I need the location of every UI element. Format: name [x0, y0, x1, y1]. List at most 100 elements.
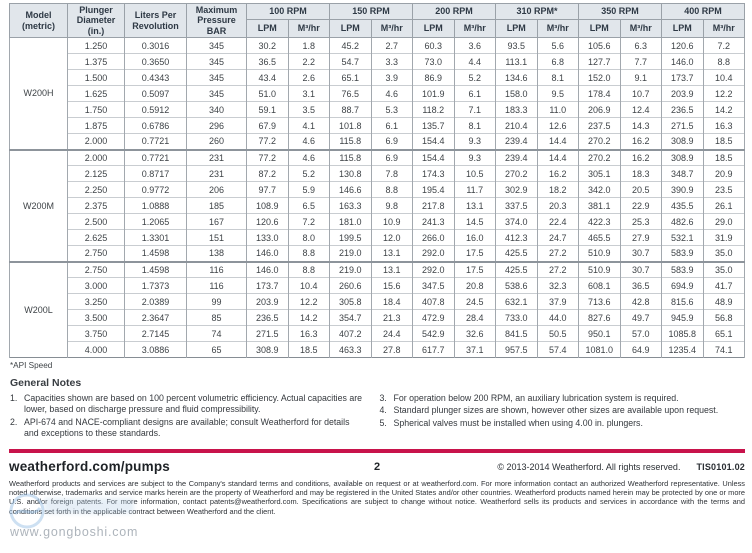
header-model: Model (metric): [9, 2, 68, 39]
table-row: 1.375 0.3650 345 36.5 2.2 54.7 3.3 73.0 4.4 113.1…: [10, 53, 745, 70]
table-cell: 4.4: [453, 53, 496, 70]
table-cell: 195.4: [412, 181, 455, 198]
table-cell: 113.1: [495, 53, 538, 70]
table-cell: 0.3016: [124, 37, 187, 54]
table-cell: 28.4: [453, 309, 496, 326]
table-cell: 15.6: [370, 277, 413, 294]
rpm-group-header: 200 RPM: [412, 3, 496, 20]
table-cell: 292.0: [412, 245, 455, 262]
table-cell: 9.3: [453, 148, 496, 166]
table-cell: 14.4: [536, 148, 579, 166]
table-cell: 133.0: [246, 229, 289, 246]
table-cell: 12.6: [536, 117, 579, 134]
table-cell: 8.0: [287, 229, 330, 246]
table-cell: 146.6: [329, 181, 372, 198]
table-row: 2.375 1.0888 185 108.9 6.5 163.3 9.8 217.8 13.1 3…: [10, 197, 745, 214]
page-number: 2: [373, 461, 381, 474]
table-cell: 10.4: [287, 277, 330, 294]
table-cell: 20.9: [702, 165, 745, 182]
table-cell: 24.7: [536, 229, 579, 246]
table-cell: 87.2: [246, 165, 289, 182]
table-cell: 116: [186, 260, 247, 278]
table-cell: 713.6: [578, 293, 621, 310]
note-number: 2.: [10, 416, 18, 427]
table-cell: 510.9: [578, 245, 621, 262]
table-cell: 27.8: [370, 341, 413, 358]
table-cell: 6.5: [287, 197, 330, 214]
table-cell: 271.5: [246, 325, 289, 342]
table-cell: 308.9: [661, 133, 704, 150]
table-cell: 945.9: [661, 309, 704, 326]
table-cell: 0.5097: [124, 85, 187, 102]
table-cell: 3.1: [287, 85, 330, 102]
table-cell: 815.6: [661, 293, 704, 310]
table-cell: 14.2: [287, 309, 330, 326]
table-cell: 4.6: [370, 85, 413, 102]
table-cell: 21.3: [370, 309, 413, 326]
table-cell: 183.3: [495, 101, 538, 118]
table-cell: 2.2: [287, 53, 330, 70]
table-row: 1.750 0.5912 340 59.1 3.5 88.7 5.3 118.2 7.1 183.…: [10, 101, 745, 118]
table-row: W200H 1.250 0.3016 345 30.2 1.8 45.2 2.7 60.3 3.6…: [9, 37, 745, 150]
table-cell: 266.0: [412, 229, 455, 246]
table-cell: 174.3: [412, 165, 455, 182]
table-cell: 115.8: [329, 133, 372, 150]
table-cell: 181.0: [329, 213, 372, 230]
table-cell: 381.1: [578, 197, 621, 214]
table-cell: 11.7: [453, 181, 496, 198]
table-cell: 43.4: [246, 69, 289, 86]
table-cell: 74.1: [702, 341, 745, 358]
unit-subheader: M³/hr: [287, 18, 330, 39]
table-cell: 20.3: [536, 197, 579, 214]
table-cell: 2.125: [67, 165, 125, 182]
note-number: 5.: [379, 417, 387, 428]
table-cell: 270.2: [578, 148, 621, 166]
table-cell: 18.4: [370, 293, 413, 310]
note-item: 2. API-674 and NACE-compliant designs are…: [10, 417, 366, 440]
table-cell: 0.7721: [124, 133, 187, 150]
table-cell: 236.5: [246, 309, 289, 326]
note-text: Spherical valves must be installed when …: [393, 417, 643, 428]
table-cell: 57.4: [536, 341, 579, 358]
table-cell: 173.7: [246, 277, 289, 294]
table-cell: 65.1: [329, 69, 372, 86]
table-cell: 120.6: [246, 213, 289, 230]
model-cell: W200H: [9, 37, 68, 150]
table-cell: 51.0: [246, 85, 289, 102]
table-cell: 18.5: [287, 341, 330, 358]
table-cell: 9.5: [536, 85, 579, 102]
table-cell: 163.3: [329, 197, 372, 214]
table-cell: 0.7721: [124, 148, 187, 166]
table-cell: 50.5: [536, 325, 579, 342]
table-row: W200M 2.000 0.7721 231 77.2 4.6 115.8 6.9 154.4 9…: [9, 148, 745, 262]
table-cell: 2.7145: [124, 325, 187, 342]
note-item: 4. Standard plunger sizes are shown, howe…: [380, 405, 746, 416]
table-cell: 6.9: [370, 148, 413, 166]
table-cell: 2.7: [370, 37, 413, 54]
footer-website-link: weatherford.com/pumps: [9, 459, 170, 475]
table-cell: 239.4: [495, 148, 538, 166]
header-plunger-diameter: Plunger Diameter (in.): [67, 2, 125, 39]
table-cell: 5.3: [370, 101, 413, 118]
document-code: TIS0101.02: [696, 462, 745, 473]
table-cell: 583.9: [661, 260, 704, 278]
table-cell: 374.0: [495, 213, 538, 230]
table-cell: 7.2: [287, 213, 330, 230]
unit-subheader: M³/hr: [453, 18, 496, 39]
table-cell: 841.5: [495, 325, 538, 342]
unit-subheader: M³/hr: [536, 18, 579, 39]
table-cell: 135.7: [412, 117, 455, 134]
table-cell: 9.3: [453, 133, 496, 150]
table-cell: 6.1: [370, 117, 413, 134]
table-cell: 4.1: [287, 117, 330, 134]
note-text: Capacities shown are based on 100 percen…: [24, 393, 363, 415]
table-header: Model (metric) Plunger Diameter (in.) Li…: [9, 2, 745, 39]
table-cell: 67.9: [246, 117, 289, 134]
table-cell: 18.5: [702, 148, 745, 166]
rpm-group-header: 350 RPM: [578, 3, 662, 20]
table-cell: 2.000: [67, 148, 125, 166]
table-cell: 146.0: [246, 245, 289, 262]
table-cell: 1.2065: [124, 213, 187, 230]
table-cell: 617.7: [412, 341, 455, 358]
table-cell: 3.5: [287, 101, 330, 118]
